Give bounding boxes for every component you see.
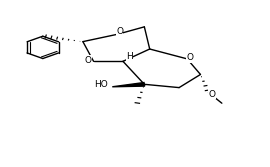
Text: H: H	[126, 52, 133, 61]
Text: O: O	[208, 90, 215, 99]
Text: O: O	[116, 27, 123, 36]
Polygon shape	[112, 82, 145, 87]
Text: HO: HO	[94, 80, 107, 89]
Text: O: O	[187, 53, 194, 62]
Text: O: O	[84, 55, 91, 64]
